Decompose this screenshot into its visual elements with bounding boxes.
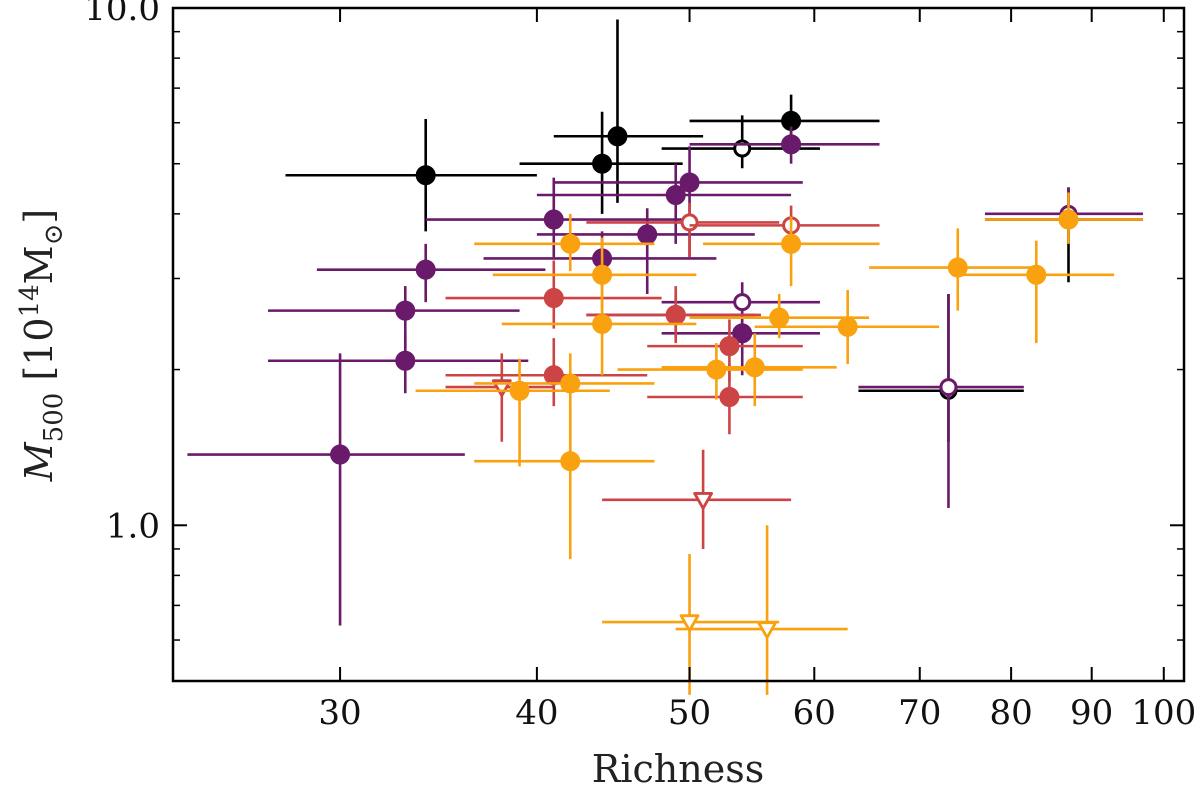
data-point-purple-9 — [267, 333, 529, 394]
data-point-orange-42 — [869, 228, 1037, 311]
filled-marker — [415, 259, 436, 280]
data-point-red-24 — [445, 338, 648, 407]
open-marker — [939, 378, 958, 397]
filled-marker — [1026, 264, 1047, 285]
y-axis-label-unit-close: ] — [17, 209, 61, 224]
filled-marker — [706, 359, 727, 380]
filled-marker — [592, 153, 613, 174]
x-axis-label: Richness — [592, 747, 764, 789]
data-point-black-1 — [519, 111, 683, 214]
data-point-red-30 — [602, 449, 792, 549]
filled-marker — [719, 387, 740, 408]
tick-layer: 30 40 50 60 70 80 90 100 1.0 10.0 — [84, 0, 1196, 733]
filled-marker — [543, 288, 564, 309]
filled-marker — [665, 185, 686, 206]
data-layer — [187, 19, 1143, 695]
filled-marker — [395, 350, 416, 371]
upper-limit-marker — [679, 614, 700, 632]
filled-marker — [637, 224, 658, 245]
y-axis-label-symbol: M — [17, 441, 61, 482]
data-point-orange-37 — [617, 343, 803, 400]
plot-frame — [171, 6, 1186, 683]
filled-marker — [1058, 209, 1079, 230]
data-point-orange-46 — [675, 525, 848, 695]
data-point-red-23 — [445, 260, 662, 329]
data-point-purple-14 — [536, 163, 792, 244]
y-tick-label-10.0: 10.0 — [84, 0, 160, 29]
x-tick-label-60: 60 — [793, 693, 836, 733]
data-point-purple-18 — [689, 126, 880, 164]
data-point-orange-38 — [661, 333, 837, 407]
data-point-black-2 — [553, 19, 704, 203]
data-point-orange-40 — [703, 216, 880, 287]
x-tick-label-70: 70 — [898, 693, 941, 733]
y-axis-label-unit-open: [10 — [17, 317, 61, 392]
y-axis-label-mass: M — [17, 245, 61, 284]
data-point-red-26 — [586, 286, 761, 344]
filled-marker — [330, 444, 351, 465]
data-point-red-25 — [586, 202, 780, 258]
x-tick-label-90: 90 — [1070, 693, 1113, 733]
data-point-purple-7 — [187, 353, 465, 626]
data-point-orange-44 — [984, 192, 1143, 244]
filled-marker — [837, 316, 858, 337]
x-tick-label-100: 100 — [1131, 693, 1196, 733]
data-point-orange-39 — [689, 293, 870, 339]
data-point-orange-35 — [492, 237, 697, 311]
x-tick-label-40: 40 — [515, 693, 558, 733]
data-point-purple-19 — [661, 282, 820, 329]
data-point-orange-43 — [957, 240, 1115, 344]
filled-marker — [560, 451, 581, 472]
y-axis-label-subscript: 500 — [39, 393, 69, 443]
x-tick-label-30: 30 — [318, 693, 361, 733]
filled-marker — [744, 357, 765, 378]
data-point-purple-17 — [661, 310, 820, 376]
data-point-purple-10 — [316, 243, 546, 303]
filled-marker — [395, 300, 416, 321]
data-point-purple-20 — [858, 293, 1024, 508]
filled-marker — [560, 373, 581, 394]
x-tick-label-50: 50 — [668, 693, 711, 733]
data-point-purple-11 — [425, 177, 690, 258]
data-point-red-22 — [445, 353, 554, 442]
data-point-orange-33 — [474, 213, 655, 272]
y-axis-label-solar-subscript: ⊙ — [39, 224, 69, 246]
filled-marker — [592, 313, 613, 334]
filled-marker — [543, 209, 564, 230]
filled-marker — [947, 257, 968, 278]
filled-marker — [415, 165, 436, 186]
data-point-orange-45 — [602, 554, 780, 695]
y-axis-label: M500 [1014M⊙] — [15, 209, 69, 482]
filled-marker — [679, 172, 700, 193]
data-point-red-27 — [647, 319, 803, 382]
upper-limit-marker — [693, 492, 714, 510]
data-point-black-0 — [285, 119, 537, 232]
filled-marker — [607, 126, 628, 147]
filled-marker — [592, 264, 613, 285]
y-axis-label-exponent: 14 — [15, 284, 45, 317]
open-marker — [680, 213, 699, 232]
upper-limit-marker — [757, 621, 777, 639]
filled-marker — [781, 134, 802, 155]
filled-marker — [781, 233, 802, 254]
x-tick-label-80: 80 — [989, 693, 1032, 733]
filled-marker — [665, 304, 686, 325]
data-point-black-5 — [858, 293, 1024, 442]
data-point-purple-8 — [267, 286, 520, 349]
filled-marker — [509, 380, 530, 401]
open-marker — [733, 293, 752, 312]
data-point-orange-41 — [754, 289, 940, 365]
filled-marker — [769, 307, 790, 328]
data-point-orange-31 — [415, 358, 610, 467]
data-point-orange-36 — [501, 282, 697, 376]
data-point-orange-34 — [474, 406, 655, 560]
data-point-purple-15 — [553, 146, 803, 258]
data-point-black-3 — [689, 94, 880, 151]
filled-marker — [560, 233, 581, 254]
y-tick-label-1.0: 1.0 — [106, 506, 160, 546]
filled-marker — [719, 336, 740, 357]
data-point-red-28 — [647, 364, 803, 435]
